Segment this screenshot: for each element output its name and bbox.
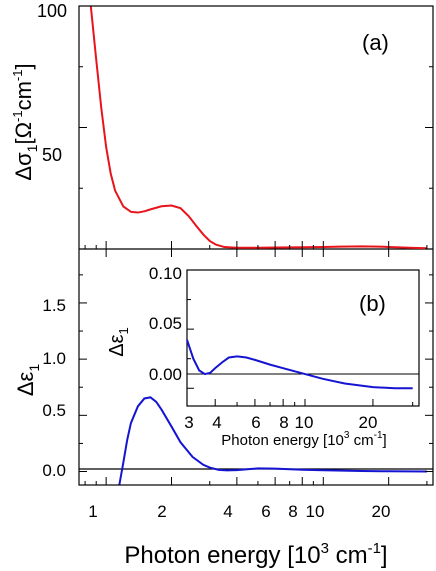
panel-b-xtick-1: 1 <box>88 502 97 521</box>
panel-b-xtick-6: 6 <box>261 502 270 521</box>
inset-curve <box>186 339 413 390</box>
inset-ytick-0-10: 0.10 <box>149 264 182 283</box>
panel-b-ytick-0-0: 0.0 <box>42 461 66 480</box>
panel-b-label: (b) <box>359 291 386 316</box>
panel-b-xtick-8: 8 <box>288 502 297 521</box>
inset-ytick-0-00: 0.00 <box>149 365 182 384</box>
inset-xtick-6: 6 <box>251 413 260 432</box>
panel-b-yticks <box>79 274 433 473</box>
panel-b-ylabel: Δε1 <box>13 364 42 397</box>
panel-a-ylabel: Δσ1[Ω-1cm-1] <box>10 63 40 180</box>
inset: (b) 0.00 0.05 0.10 3 4 6 8 10 20 Δε1 Pho… <box>106 264 420 449</box>
inset-frame <box>186 269 420 407</box>
inset-xtick-4: 4 <box>212 413 221 432</box>
panel-b-xtick-4: 4 <box>223 502 232 521</box>
panel-b-curve <box>118 396 427 486</box>
panel-b-xtick-2: 2 <box>157 502 166 521</box>
panel-b: 0.0 0.5 1.0 1.5 1 2 4 6 8 10 20 Δε1 <box>13 274 433 521</box>
panel-a: 50 100 (a) Δσ1[Ω-1cm-1] <box>10 1 433 257</box>
figure-frame <box>78 5 434 486</box>
panel-a-xticks <box>84 241 428 257</box>
panel-a-curve <box>89 5 427 250</box>
panel-b-ytick-1-5: 1.5 <box>42 296 66 315</box>
panel-a-ytick-50: 50 <box>42 145 62 165</box>
x-axis-label: Photon energy [103 cm-1] <box>124 540 387 569</box>
inset-ylabel: Δε1 <box>106 327 131 357</box>
panel-b-ytick-0-5: 0.5 <box>42 401 66 420</box>
panel-b-ytick-1-0: 1.0 <box>42 349 66 368</box>
panel-b-xticks <box>84 477 428 485</box>
inset-ytick-0-05: 0.05 <box>149 314 182 333</box>
panel-a-ytick-100: 100 <box>37 1 67 21</box>
panel-a-label: (a) <box>362 30 389 55</box>
inset-xtick-3: 3 <box>184 413 193 432</box>
panel-b-xtick-10: 10 <box>306 502 325 521</box>
inset-xlabel: Photon energy [103 cm-1] <box>221 430 386 449</box>
inset-xtick-10: 10 <box>295 413 314 432</box>
inset-ticks <box>186 269 414 406</box>
inset-xtick-20: 20 <box>359 413 378 432</box>
inset-xtick-8: 8 <box>279 413 288 432</box>
panel-b-xtick-20: 20 <box>372 502 391 521</box>
